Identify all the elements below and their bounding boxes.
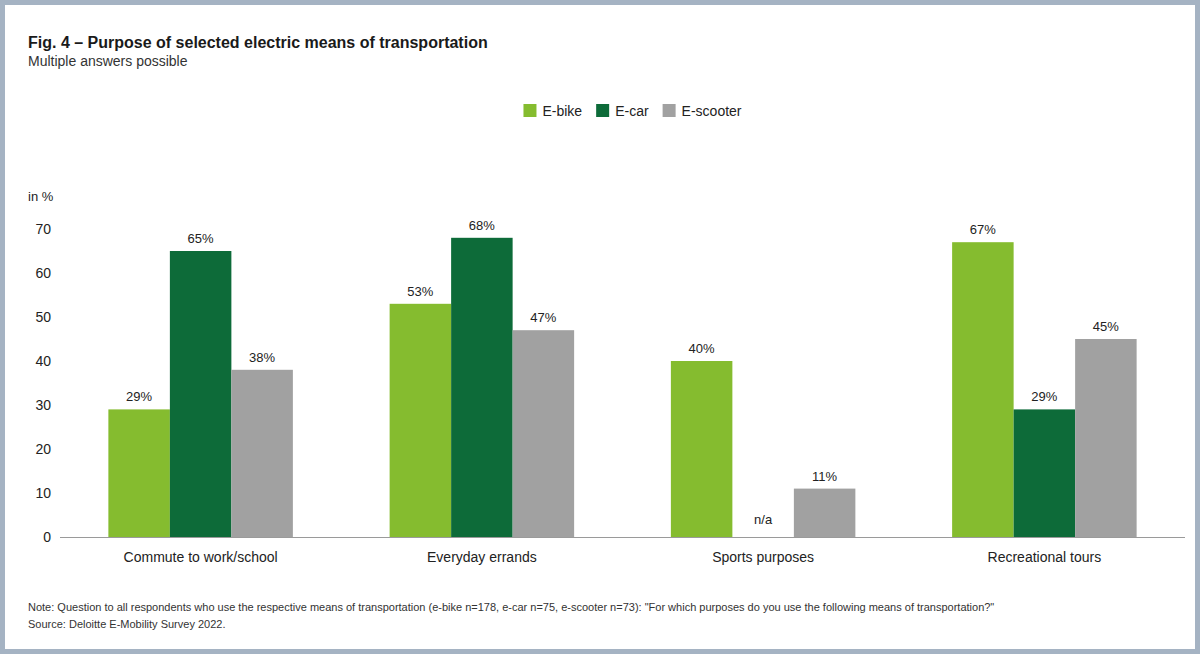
data-labels: 29% 53% 40% 67% 65% 68% n/a 29% 38% 47% 11% 45% xyxy=(126,218,1119,527)
data-label: 45% xyxy=(1093,319,1119,334)
data-label: 47% xyxy=(530,310,556,325)
bar xyxy=(952,242,1014,537)
chart-container: Fig. 4 – Purpose of selected electric me… xyxy=(0,0,1200,654)
y-ticks: 0 10 20 30 40 50 60 70 xyxy=(35,221,60,545)
legend-label: E-bike xyxy=(542,103,582,119)
bars xyxy=(108,238,1136,537)
legend-swatch xyxy=(523,104,536,117)
y-tick-label: 30 xyxy=(35,397,51,413)
y-tick-label: 50 xyxy=(35,309,51,325)
bar xyxy=(231,370,293,537)
legend-swatch xyxy=(663,104,676,117)
bar xyxy=(170,251,232,537)
y-tick-label: 20 xyxy=(35,441,51,457)
legend: E-bike E-car E-scooter xyxy=(523,103,741,119)
data-label: 40% xyxy=(689,341,715,356)
y-tick xyxy=(57,361,60,362)
y-tick-label: 0 xyxy=(43,529,51,545)
bar xyxy=(108,409,170,537)
y-tick xyxy=(57,405,60,406)
y-tick-label: 60 xyxy=(35,265,51,281)
y-tick xyxy=(57,493,60,494)
legend-swatch xyxy=(596,104,609,117)
bar xyxy=(794,489,856,537)
chart-svg: Fig. 4 – Purpose of selected electric me… xyxy=(0,0,1200,654)
x-axis-line xyxy=(60,537,1185,538)
x-tick-label: Recreational tours xyxy=(988,549,1102,565)
data-label: 38% xyxy=(249,350,275,365)
legend-label: E-car xyxy=(615,103,649,119)
x-tick-label: Everyday errands xyxy=(427,549,537,565)
y-tick-label: 40 xyxy=(35,353,51,369)
y-tick xyxy=(57,537,60,538)
annotation: Note: Question to all respondents who us… xyxy=(28,601,994,613)
title: Fig. 4 – Purpose of selected electric me… xyxy=(28,34,488,51)
x-tick-label: Sports purposes xyxy=(712,549,814,565)
frame xyxy=(3,3,1198,652)
legend-label: E-scooter xyxy=(682,103,742,119)
data-label: 68% xyxy=(469,218,495,233)
subtitle: Multiple answers possible xyxy=(28,53,188,69)
y-tick xyxy=(57,449,60,450)
bar xyxy=(1075,339,1137,537)
data-label: 65% xyxy=(188,231,214,246)
data-label: 53% xyxy=(407,284,433,299)
bar xyxy=(451,238,513,537)
bar xyxy=(513,330,575,537)
annotation: Source: Deloitte E-Mobility Survey 2022. xyxy=(28,618,225,630)
y-tick xyxy=(57,273,60,274)
x-tick-label: Commute to work/school xyxy=(124,549,278,565)
y-tick xyxy=(57,229,60,230)
bar xyxy=(390,304,452,537)
y-axis-label: in % xyxy=(28,189,54,204)
y-tick xyxy=(57,317,60,318)
bar xyxy=(1014,409,1076,537)
data-label: 67% xyxy=(970,222,996,237)
data-label: 11% xyxy=(812,469,837,484)
bar xyxy=(671,361,733,537)
data-label: 29% xyxy=(126,389,152,404)
y-tick-label: 70 xyxy=(35,221,51,237)
data-label: n/a xyxy=(754,512,773,527)
y-tick-label: 10 xyxy=(35,485,51,501)
background xyxy=(0,0,1200,654)
data-label: 29% xyxy=(1031,389,1057,404)
